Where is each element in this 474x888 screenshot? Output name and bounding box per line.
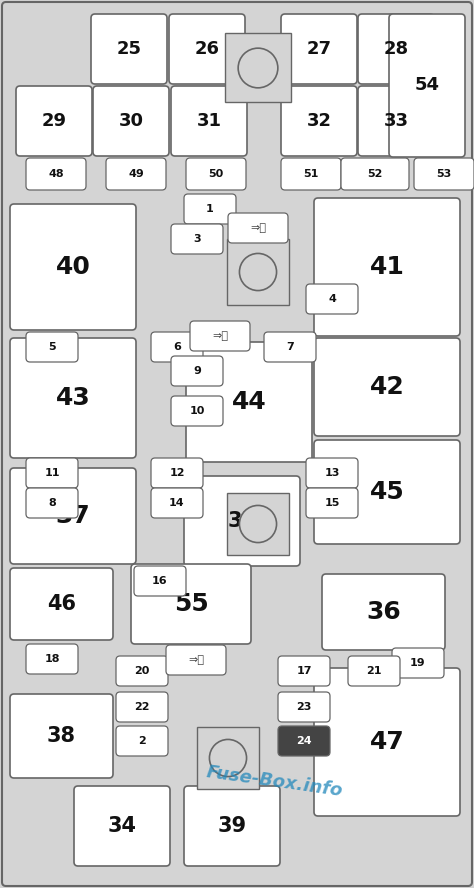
FancyBboxPatch shape xyxy=(151,458,203,488)
FancyBboxPatch shape xyxy=(314,338,460,436)
FancyBboxPatch shape xyxy=(190,321,250,351)
Text: 2: 2 xyxy=(138,736,146,746)
Text: 13: 13 xyxy=(324,468,340,478)
FancyBboxPatch shape xyxy=(171,224,223,254)
Circle shape xyxy=(239,253,276,290)
Text: 42: 42 xyxy=(370,375,404,399)
Text: 1: 1 xyxy=(206,204,214,214)
Text: 32: 32 xyxy=(307,112,331,130)
Text: 22: 22 xyxy=(134,702,150,712)
Text: 20: 20 xyxy=(134,666,150,676)
Text: 51: 51 xyxy=(303,169,319,179)
Text: ⇒⏐: ⇒⏐ xyxy=(188,655,204,665)
Text: 52: 52 xyxy=(367,169,383,179)
FancyBboxPatch shape xyxy=(227,493,289,555)
FancyBboxPatch shape xyxy=(106,158,166,190)
FancyBboxPatch shape xyxy=(131,564,251,644)
FancyBboxPatch shape xyxy=(151,332,203,362)
FancyBboxPatch shape xyxy=(392,648,444,678)
FancyBboxPatch shape xyxy=(314,198,460,336)
Text: 34: 34 xyxy=(108,816,137,836)
Text: 9: 9 xyxy=(193,366,201,376)
Text: 21: 21 xyxy=(366,666,382,676)
Text: 54: 54 xyxy=(414,76,439,94)
Text: 31: 31 xyxy=(197,112,221,130)
Text: 16: 16 xyxy=(152,576,168,586)
FancyBboxPatch shape xyxy=(171,356,223,386)
FancyBboxPatch shape xyxy=(10,468,136,564)
Text: 27: 27 xyxy=(307,40,331,58)
Text: 8: 8 xyxy=(48,498,56,508)
FancyBboxPatch shape xyxy=(197,727,259,789)
Text: 48: 48 xyxy=(48,169,64,179)
Text: 5: 5 xyxy=(48,342,56,352)
Text: 49: 49 xyxy=(128,169,144,179)
Text: 4: 4 xyxy=(328,294,336,304)
Text: 18: 18 xyxy=(44,654,60,664)
FancyBboxPatch shape xyxy=(10,568,113,640)
Text: 7: 7 xyxy=(286,342,294,352)
FancyBboxPatch shape xyxy=(171,396,223,426)
FancyBboxPatch shape xyxy=(10,204,136,330)
Text: 35: 35 xyxy=(228,511,256,531)
FancyBboxPatch shape xyxy=(26,488,78,518)
FancyBboxPatch shape xyxy=(306,458,358,488)
FancyBboxPatch shape xyxy=(116,726,168,756)
FancyBboxPatch shape xyxy=(10,694,113,778)
FancyBboxPatch shape xyxy=(358,14,434,84)
Text: 43: 43 xyxy=(55,386,91,410)
FancyBboxPatch shape xyxy=(26,332,78,362)
FancyBboxPatch shape xyxy=(74,786,170,866)
FancyBboxPatch shape xyxy=(264,332,316,362)
Text: 11: 11 xyxy=(44,468,60,478)
Circle shape xyxy=(239,505,276,543)
Text: 19: 19 xyxy=(410,658,426,668)
FancyBboxPatch shape xyxy=(169,14,245,84)
FancyBboxPatch shape xyxy=(306,488,358,518)
Text: 47: 47 xyxy=(370,730,404,754)
FancyBboxPatch shape xyxy=(171,86,247,156)
FancyBboxPatch shape xyxy=(281,14,357,84)
FancyBboxPatch shape xyxy=(278,692,330,722)
FancyBboxPatch shape xyxy=(184,476,300,566)
Text: 46: 46 xyxy=(47,594,76,614)
Text: 50: 50 xyxy=(209,169,224,179)
Text: 26: 26 xyxy=(194,40,219,58)
FancyBboxPatch shape xyxy=(116,692,168,722)
FancyBboxPatch shape xyxy=(322,574,445,650)
Text: 36: 36 xyxy=(366,600,401,624)
Text: 33: 33 xyxy=(383,112,409,130)
FancyBboxPatch shape xyxy=(225,34,291,102)
Text: 45: 45 xyxy=(370,480,404,504)
Text: 38: 38 xyxy=(47,726,76,746)
FancyBboxPatch shape xyxy=(184,786,280,866)
FancyBboxPatch shape xyxy=(166,645,226,675)
FancyBboxPatch shape xyxy=(93,86,169,156)
Circle shape xyxy=(210,740,246,777)
Text: 10: 10 xyxy=(189,406,205,416)
Circle shape xyxy=(238,48,278,88)
FancyBboxPatch shape xyxy=(26,644,78,674)
Text: 40: 40 xyxy=(55,255,91,279)
Text: 15: 15 xyxy=(324,498,340,508)
FancyBboxPatch shape xyxy=(16,86,92,156)
Text: 14: 14 xyxy=(169,498,185,508)
FancyBboxPatch shape xyxy=(151,488,203,518)
Text: 28: 28 xyxy=(383,40,409,58)
Text: 23: 23 xyxy=(296,702,312,712)
FancyBboxPatch shape xyxy=(186,342,312,462)
Text: 53: 53 xyxy=(437,169,452,179)
FancyBboxPatch shape xyxy=(314,668,460,816)
Text: 12: 12 xyxy=(169,468,185,478)
FancyBboxPatch shape xyxy=(10,338,136,458)
Text: 30: 30 xyxy=(118,112,144,130)
Text: ⇒⏐: ⇒⏐ xyxy=(250,223,266,233)
FancyBboxPatch shape xyxy=(414,158,474,190)
FancyBboxPatch shape xyxy=(186,158,246,190)
Text: 44: 44 xyxy=(232,390,266,414)
FancyBboxPatch shape xyxy=(348,656,400,686)
Text: 3: 3 xyxy=(193,234,201,244)
Text: 29: 29 xyxy=(42,112,66,130)
Text: ⇒⏐: ⇒⏐ xyxy=(212,331,228,341)
